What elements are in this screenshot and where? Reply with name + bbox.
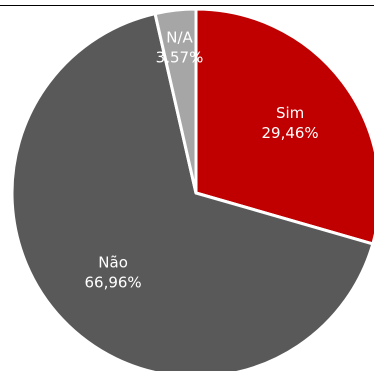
pie-slice-2 <box>10 12 374 371</box>
pie-slice-3 <box>153 7 198 195</box>
slice-name-label-2: Não <box>98 253 128 271</box>
slice-value-label-3: 3,57% <box>156 49 204 67</box>
top-divider <box>0 5 374 6</box>
pie-slice-1 <box>194 7 374 246</box>
slice-name-label-1: Sim <box>276 104 304 122</box>
slice-value-label-1: 29,46% <box>261 124 318 142</box>
slice-name-label-3: N/A <box>166 29 193 47</box>
slice-value-label-2: 66,96% <box>84 273 141 291</box>
